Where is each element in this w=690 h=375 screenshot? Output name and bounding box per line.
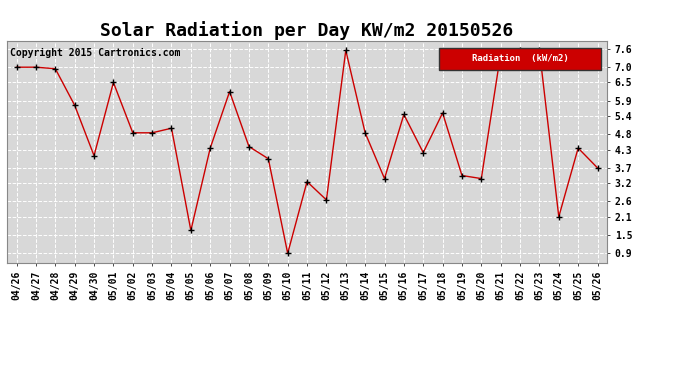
FancyBboxPatch shape <box>439 48 601 70</box>
Text: Copyright 2015 Cartronics.com: Copyright 2015 Cartronics.com <box>10 48 180 58</box>
Text: Radiation  (kW/m2): Radiation (kW/m2) <box>472 54 569 63</box>
Title: Solar Radiation per Day KW/m2 20150526: Solar Radiation per Day KW/m2 20150526 <box>101 21 513 40</box>
